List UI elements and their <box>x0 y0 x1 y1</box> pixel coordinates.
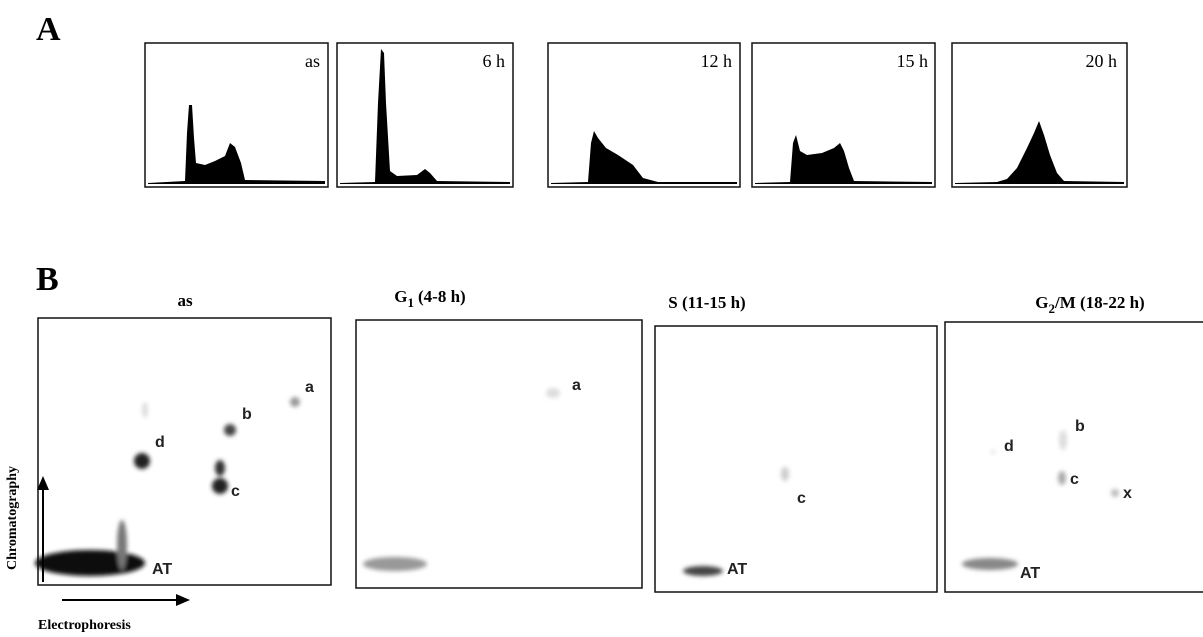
spot-label: a <box>305 379 314 396</box>
title-text: /M (18-22 h) <box>1054 293 1145 312</box>
title-subscript: 1 <box>408 295 415 310</box>
x-axis-label: Electrophoresis <box>38 618 131 633</box>
spot-label: d <box>155 434 165 451</box>
plate <box>655 326 937 592</box>
title-text: G <box>1035 293 1048 312</box>
plate-title: G1(4-8 h) <box>394 287 465 310</box>
title-text: as <box>177 291 193 310</box>
spot-label: c <box>231 483 240 500</box>
spot-label: AT <box>727 561 747 578</box>
spot-label: a <box>572 377 581 394</box>
spot-label: c <box>797 490 806 507</box>
panel-label: B <box>36 261 59 298</box>
histogram-label: as <box>305 51 320 71</box>
spot-label: d <box>1004 438 1014 455</box>
histogram-label: 12 h <box>701 51 733 71</box>
histogram: 12 h <box>548 43 740 187</box>
spot-label: x <box>1123 485 1132 502</box>
histogram-label: 6 h <box>483 51 506 71</box>
histogram-label: 20 h <box>1086 51 1118 71</box>
histogram: as <box>145 43 328 187</box>
spot-label: AT <box>1020 565 1040 582</box>
histogram: 15 h <box>752 43 935 187</box>
panel-label: A <box>36 11 61 48</box>
histogram: 20 h <box>952 43 1127 187</box>
histogram: 6 h <box>337 43 513 187</box>
plate <box>38 318 331 585</box>
spot-label: b <box>1075 418 1085 435</box>
plate <box>945 322 1203 592</box>
figure: A as 6 h 12 h 15 h 20 h B as a b d c AT … <box>0 0 1203 637</box>
histogram-label: 15 h <box>897 51 929 71</box>
title-text: (4-8 h) <box>418 287 466 306</box>
spot-label: b <box>242 406 252 423</box>
spot-label: c <box>1070 471 1079 488</box>
title-text: G <box>394 287 407 306</box>
plate-title: G2/M (18-22 h) <box>1035 293 1144 316</box>
y-axis-label: Chromatography <box>5 466 20 570</box>
title-text: S (11-15 h) <box>668 293 745 312</box>
plate-title: S (11-15 h) <box>668 293 745 312</box>
plate <box>356 320 642 588</box>
plate-title: as <box>177 291 193 310</box>
spot-label: AT <box>152 561 172 578</box>
